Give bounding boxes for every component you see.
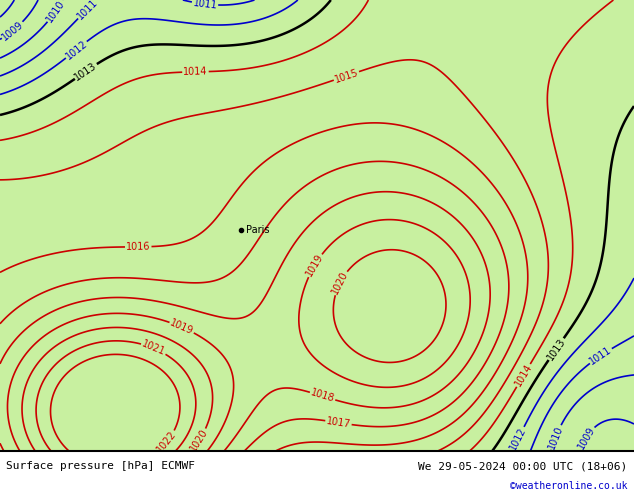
Text: 1021: 1021 <box>140 339 167 358</box>
Text: 1018: 1018 <box>309 388 336 404</box>
Text: 1014: 1014 <box>513 362 534 389</box>
Text: 1010: 1010 <box>547 424 565 450</box>
Text: 1013: 1013 <box>73 60 99 82</box>
Text: 1012: 1012 <box>63 38 89 61</box>
Text: 1020: 1020 <box>330 270 350 296</box>
Text: We 29-05-2024 00:00 UTC (18+06): We 29-05-2024 00:00 UTC (18+06) <box>418 462 628 471</box>
Text: 1011: 1011 <box>75 0 100 21</box>
Text: 1013: 1013 <box>545 336 567 362</box>
Text: 1011: 1011 <box>192 0 217 10</box>
Text: 1010: 1010 <box>44 0 67 24</box>
Text: 1020: 1020 <box>188 427 210 453</box>
Text: 1019: 1019 <box>169 318 195 337</box>
Text: 1017: 1017 <box>325 416 351 429</box>
Text: 1011: 1011 <box>588 344 614 367</box>
Text: 1009: 1009 <box>576 425 597 451</box>
Text: 1016: 1016 <box>126 242 150 252</box>
Text: 1019: 1019 <box>304 252 325 278</box>
Text: 1022: 1022 <box>155 429 179 454</box>
Text: 1012: 1012 <box>508 425 528 452</box>
Text: ©weatheronline.co.uk: ©weatheronline.co.uk <box>510 481 628 490</box>
Text: 1009: 1009 <box>0 19 25 42</box>
Text: Paris: Paris <box>247 225 270 235</box>
Text: 1014: 1014 <box>183 67 208 77</box>
Text: 1015: 1015 <box>333 67 359 85</box>
Text: Surface pressure [hPa] ECMWF: Surface pressure [hPa] ECMWF <box>6 462 195 471</box>
